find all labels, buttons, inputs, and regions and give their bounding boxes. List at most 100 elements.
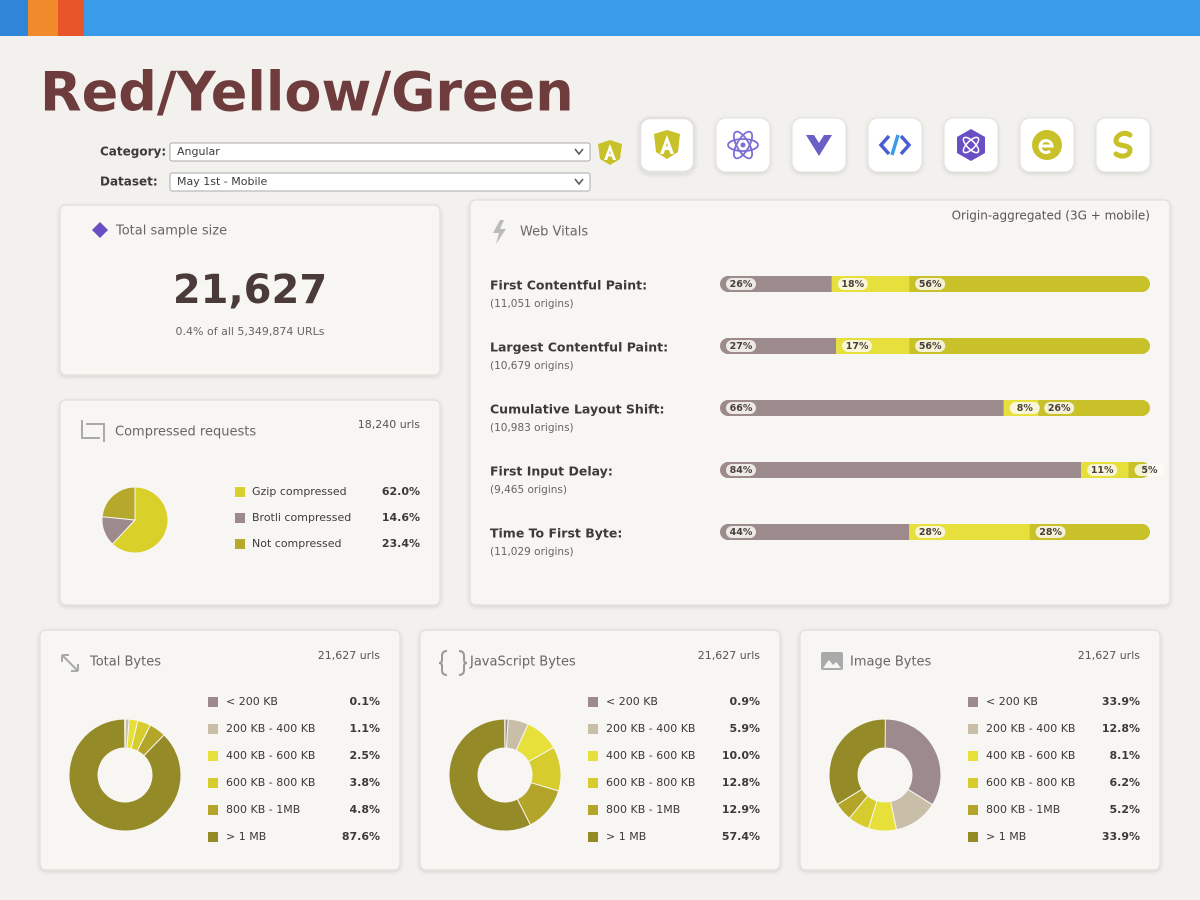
legend-label: Not compressed [252, 537, 342, 550]
label-pill [1134, 464, 1165, 476]
slice [101, 486, 136, 521]
compressed-card [59, 399, 441, 606]
card-title: Compressed requests [115, 425, 256, 440]
segment-label: 56% [919, 279, 942, 290]
segment-label: 84% [730, 465, 753, 476]
legend-swatch [208, 778, 218, 788]
legend-label: 200 KB - 400 KB [986, 722, 1075, 735]
slice [828, 718, 886, 806]
label-pill [726, 526, 756, 538]
card-note: Origin-aggregated (3G + mobile) [952, 209, 1150, 223]
framework-vue[interactable] [791, 117, 847, 173]
category-select[interactable] [169, 142, 591, 162]
legend-label: > 1 MB [986, 830, 1026, 843]
legend-swatch [208, 724, 218, 734]
legend-value: 23.4% [382, 537, 420, 550]
legend-value: 4.8% [349, 803, 380, 816]
label-pill [726, 278, 756, 290]
bar-segment [909, 338, 1150, 354]
segment-label: 11% [1091, 465, 1114, 476]
bar-segment [909, 276, 1150, 292]
legend-swatch [235, 513, 245, 523]
legend-value: 0.1% [349, 695, 380, 708]
segment-label: 18% [841, 279, 864, 290]
card-title: Web Vitals [520, 225, 588, 240]
filter-label: Dataset: [100, 175, 158, 189]
legend-swatch [208, 697, 218, 707]
slice [448, 718, 532, 832]
legend-label: > 1 MB [606, 830, 646, 843]
legend-value: 0.9% [729, 695, 760, 708]
legend-value: 3.8% [349, 776, 380, 789]
legend-label: 800 KB - 1MB [226, 803, 300, 816]
card-count: 18,240 urls [358, 418, 421, 431]
framework-icons [638, 116, 1151, 174]
legend-label: Gzip compressed [252, 485, 347, 498]
metric-origins: (11,051 origins) [490, 298, 574, 310]
legend-label: 400 KB - 600 KB [986, 749, 1075, 762]
segment-label: 66% [730, 403, 753, 414]
legend-value: 10.0% [722, 749, 760, 762]
metric-name: Time To First Byte: [490, 526, 622, 541]
crop-icon [81, 420, 105, 442]
segment-label: 44% [730, 527, 753, 538]
legend-swatch [588, 778, 598, 788]
metric-name: Cumulative Layout Shift: [490, 402, 665, 417]
legend-label: > 1 MB [226, 830, 266, 843]
bar-segment [720, 400, 1004, 416]
legend-swatch [968, 778, 978, 788]
segment-label: 17% [846, 341, 869, 352]
framework-react[interactable] [715, 117, 771, 173]
bar-block [58, 0, 84, 36]
segment-label: 27% [730, 341, 753, 352]
framework-svelte[interactable] [1095, 117, 1151, 173]
framework-angular[interactable] [638, 116, 696, 174]
card-title: Total Bytes [89, 655, 161, 670]
label-pill [726, 402, 756, 414]
bar-segment [720, 462, 1082, 478]
legend-swatch [588, 697, 598, 707]
metric-origins: (10,679 origins) [490, 360, 574, 372]
legend-label: 400 KB - 600 KB [606, 749, 695, 762]
bar-segment [720, 524, 910, 540]
segment-label: 8% [1017, 403, 1034, 414]
legend-value: 14.6% [382, 511, 420, 524]
segment-label: 28% [1039, 527, 1062, 538]
bar-block [28, 0, 58, 36]
legend-swatch [208, 832, 218, 842]
framework-code[interactable] [867, 117, 923, 173]
bolt-icon [493, 220, 506, 244]
legend-value: 8.1% [1109, 749, 1140, 762]
legend-value: 62.0% [382, 485, 420, 498]
page-title: Red/Yellow/Green [40, 61, 574, 124]
legend-label: 600 KB - 800 KB [606, 776, 695, 789]
legend-swatch [968, 724, 978, 734]
chevron [574, 178, 584, 186]
filter-label: Category: [100, 145, 166, 159]
legend-swatch [208, 805, 218, 815]
legend-label: 800 KB - 1MB [606, 803, 680, 816]
bar-block [0, 0, 28, 36]
segment-label: 26% [1048, 403, 1071, 414]
legend-label: < 200 KB [226, 695, 278, 708]
legend-label: 600 KB - 800 KB [986, 776, 1075, 789]
label-pill [837, 278, 868, 290]
metric-origins: (10,983 origins) [490, 422, 574, 434]
select-value: May 1st - Mobile [177, 175, 268, 188]
chevron [574, 148, 584, 156]
legend-swatch [235, 539, 245, 549]
label-pill [915, 278, 946, 290]
dataset-select[interactable] [169, 172, 591, 192]
legend-swatch [968, 697, 978, 707]
segment-label: 5% [1141, 465, 1158, 476]
legend-swatch [235, 487, 245, 497]
metric-origins: (9,465 origins) [490, 484, 567, 496]
slice [111, 486, 169, 554]
bytes-icons [61, 650, 843, 676]
legend-swatch [588, 832, 598, 842]
sample-value: 21,627 [173, 267, 327, 313]
framework-preact[interactable] [943, 117, 999, 173]
framework-ember[interactable] [1019, 117, 1075, 173]
legend-value: 6.2% [1109, 776, 1140, 789]
